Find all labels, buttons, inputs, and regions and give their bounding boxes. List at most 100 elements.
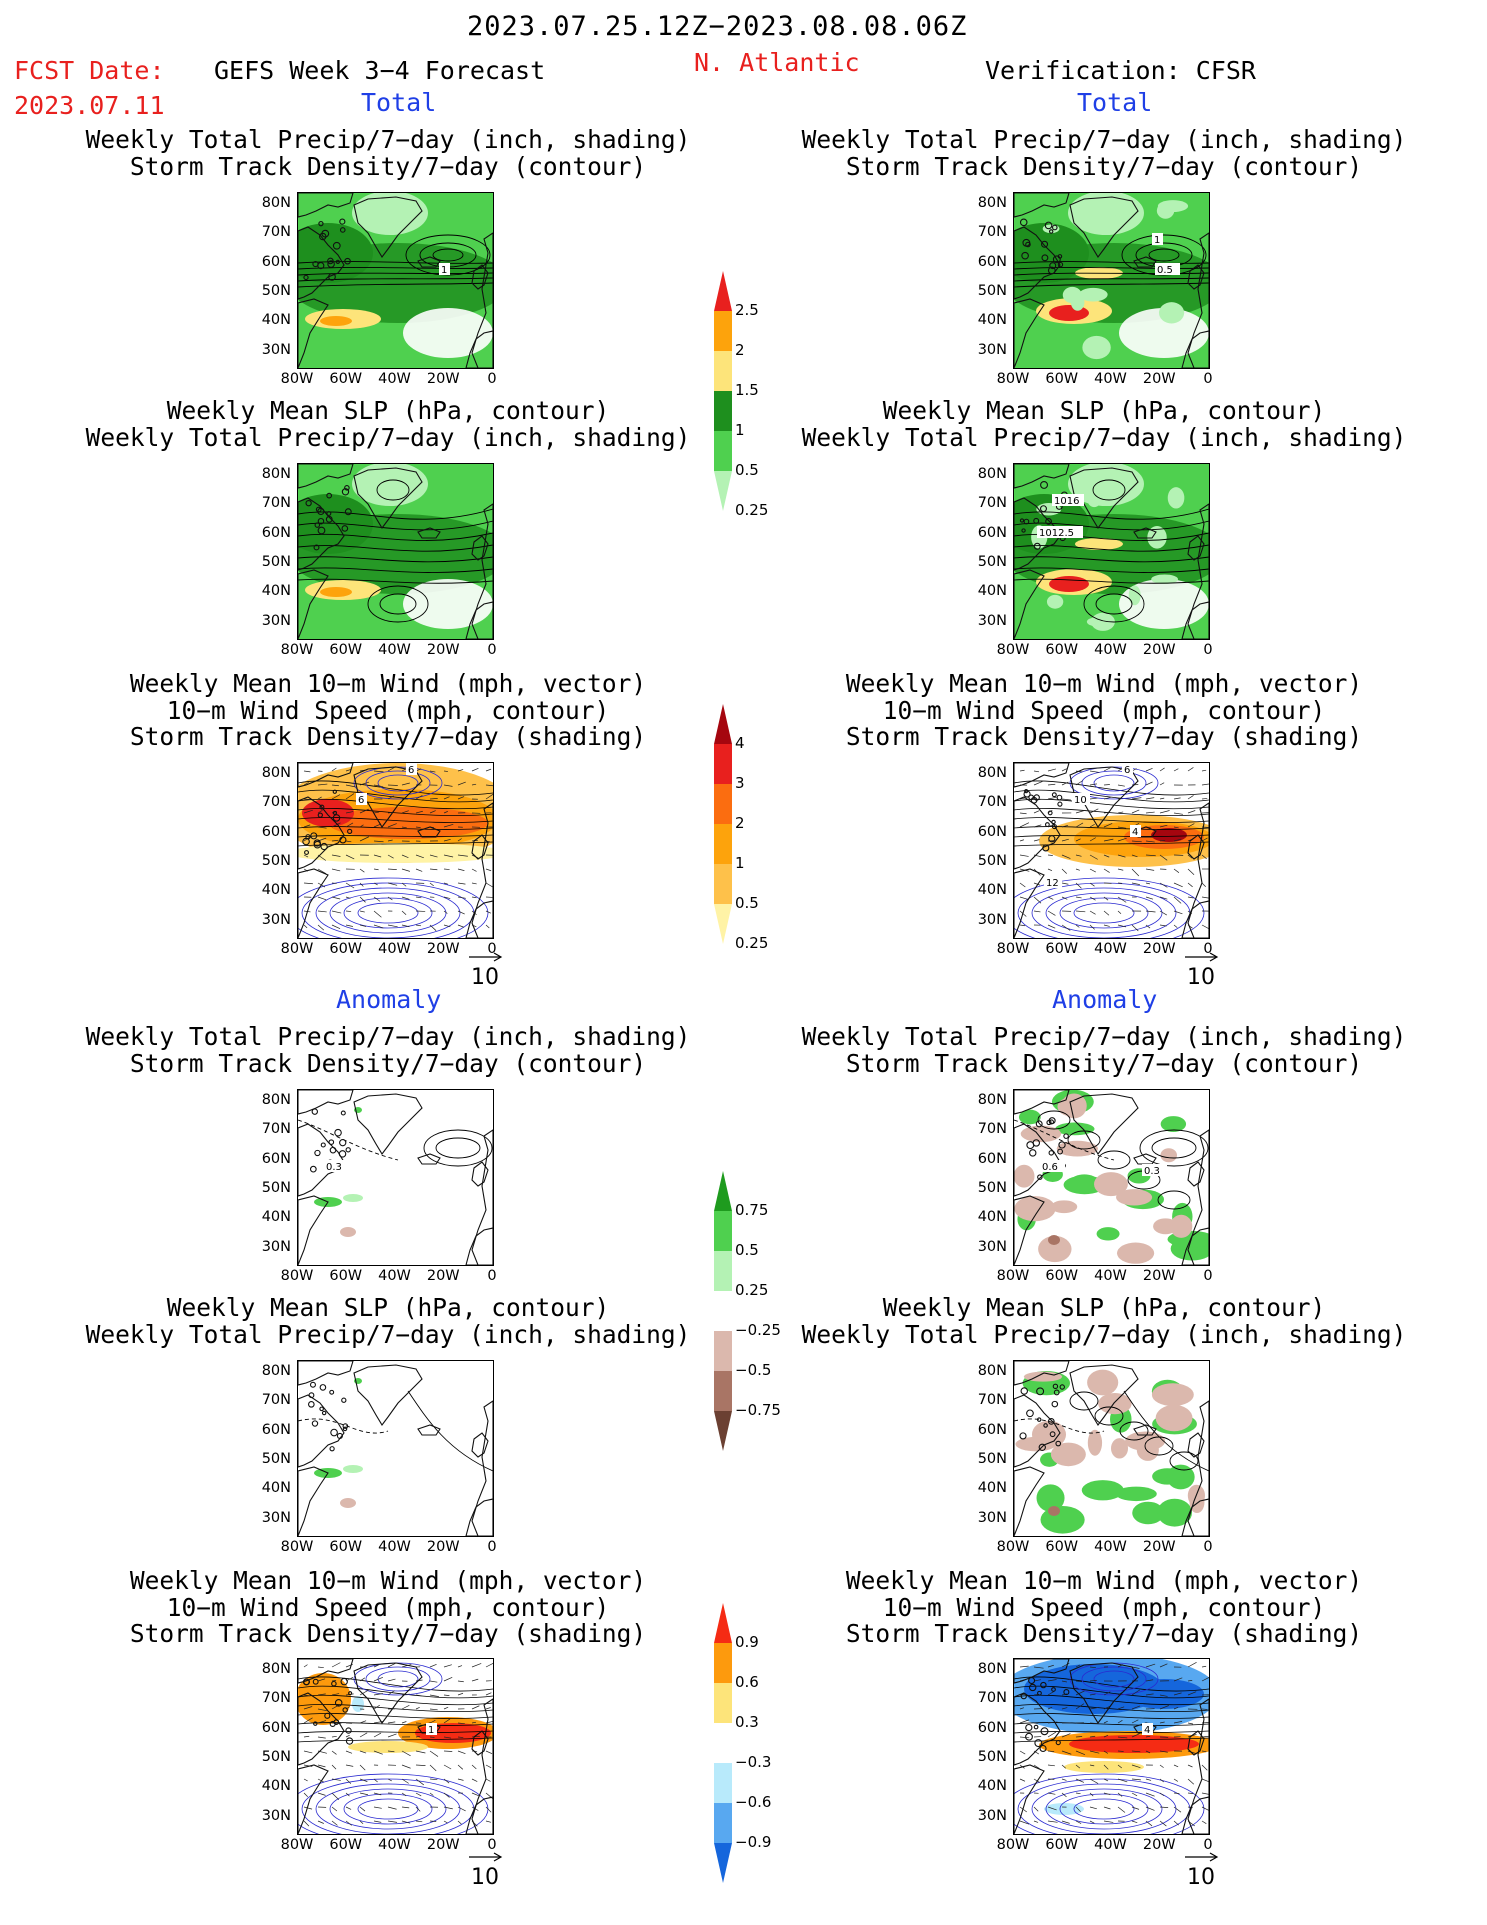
storm-anomaly-colorbar-label: −0.3 bbox=[735, 1753, 772, 1771]
ver-anom-wind-lat-label: 50N bbox=[977, 1748, 1007, 1765]
fc-total-wind-lat-label: 40N bbox=[261, 882, 291, 899]
ver-anom-slp-lat-label: 40N bbox=[977, 1480, 1007, 1497]
contour-label: 12 bbox=[1046, 878, 1059, 889]
ver-anom-storm-lat-label: 70N bbox=[977, 1121, 1007, 1138]
ver-total-slp-lat-label: 40N bbox=[977, 583, 1007, 600]
ver-anom-slp-plot bbox=[1014, 1361, 1209, 1536]
precip-anomaly-dry bbox=[1023, 1371, 1063, 1382]
precip-anomaly-dry bbox=[340, 1227, 356, 1237]
fc-anom-storm-lat-label: 40N bbox=[261, 1209, 291, 1226]
slp-contours bbox=[1014, 479, 1209, 623]
slp-anomaly-contours bbox=[1014, 1390, 1209, 1472]
reference-arrow-icon bbox=[469, 1852, 503, 1862]
ver-total-wind-lon-label: 20W bbox=[1142, 941, 1176, 957]
precip-shading-light bbox=[1156, 202, 1175, 219]
fc-total-slp-title-line-1: Weekly Mean SLP (hPa, contour) bbox=[166, 396, 610, 425]
fc-total-slp-lon-label: 40W bbox=[378, 642, 411, 658]
precip-total-colorbar-label: 1.5 bbox=[735, 381, 759, 399]
ver-anom-storm-title-line-2: Storm Track Density/7−day (contour) bbox=[845, 1048, 1363, 1078]
ver-anom-wind-lon-label: 40W bbox=[1094, 1837, 1127, 1853]
fc-anom-storm-plot: 0.3 bbox=[298, 1090, 493, 1265]
ver-total-slp-lat-label: 80N bbox=[977, 466, 1007, 482]
precip-anomaly-dry bbox=[1160, 1148, 1177, 1163]
contour-label: 6 bbox=[408, 765, 414, 776]
precip-anomaly-wet bbox=[1166, 1464, 1195, 1490]
coastline-outline bbox=[298, 1361, 493, 1536]
storm-anomaly-contours bbox=[1014, 1110, 1209, 1210]
ver-anom-storm-lon-label: 80W bbox=[996, 1268, 1030, 1284]
colorbar-swatch bbox=[714, 1803, 732, 1843]
colorbar-swatch bbox=[714, 864, 732, 904]
ver-total-storm-lat-label: 80N bbox=[977, 195, 1007, 211]
fc-anom-slp-lat-label: 80N bbox=[261, 1363, 291, 1379]
precip-anomaly-colorbar-label: 0.75 bbox=[735, 1201, 769, 1219]
coastline-outline bbox=[298, 464, 493, 639]
ver-total-slp-plot: 1016 1012.5 bbox=[1014, 464, 1209, 639]
precip-anomaly-wet bbox=[343, 1465, 363, 1473]
fc-anom-storm-title-line-1: Weekly Total Precip/7−day (inch, shading… bbox=[85, 1022, 691, 1051]
colorbar-swatch bbox=[714, 1843, 732, 1883]
storm-density-contours bbox=[1014, 234, 1209, 288]
coastline-outline bbox=[298, 1659, 493, 1834]
contour-label-bg bbox=[324, 1160, 349, 1172]
precip-anomaly-colorbar-label: −0.75 bbox=[735, 1401, 781, 1419]
colorbar-swatch bbox=[714, 471, 732, 511]
ver-total-storm-lat-label: 30N bbox=[977, 341, 1007, 358]
colorbar-swatch bbox=[714, 391, 732, 431]
ver-anom-wind-lat-label: 60N bbox=[977, 1719, 1007, 1736]
precip-anomaly-wet bbox=[1040, 1505, 1085, 1534]
precip-anomaly-dry bbox=[1038, 1235, 1072, 1263]
colorbar-swatch bbox=[714, 1171, 732, 1211]
ver-total-storm-lat-label: 50N bbox=[977, 282, 1007, 299]
ver-anom-slp-lat-label: 60N bbox=[977, 1421, 1007, 1438]
contour-label-bg bbox=[1040, 1160, 1065, 1172]
ver-total-wind-lat-label: 60N bbox=[977, 823, 1007, 840]
storm-total-colorbar-label: 1 bbox=[735, 854, 745, 872]
ver-anom-wind-lon-label: 80W bbox=[996, 1837, 1030, 1853]
ver-anom-slp-title-line-1: Weekly Mean SLP (hPa, contour) bbox=[882, 1293, 1326, 1322]
fc-total-slp-lat-label: 70N bbox=[261, 495, 291, 512]
storm-density-max bbox=[1151, 828, 1187, 842]
contour-label: 4 bbox=[1144, 1725, 1150, 1736]
storm-total-colorbar-label: 0.25 bbox=[735, 934, 769, 952]
wind-speed-contours bbox=[1014, 1676, 1209, 1743]
coastline-outline bbox=[1014, 1361, 1209, 1536]
colorbar-swatch bbox=[714, 744, 732, 784]
colorbar-swatch bbox=[714, 351, 732, 391]
ver-anom-storm-lat-label: 80N bbox=[977, 1092, 1007, 1108]
verification-label: Verification: CFSR bbox=[985, 56, 1256, 85]
fc-anom-wind-lat-label: 70N bbox=[261, 1690, 291, 1707]
storm-total-colorbar-swatches bbox=[714, 704, 732, 944]
precip-anomaly-dry bbox=[1050, 1200, 1078, 1214]
fc-total-slp-lon-label: 80W bbox=[280, 642, 314, 658]
precip-anomaly-dry bbox=[1087, 1369, 1119, 1396]
contour-label-bg bbox=[1072, 793, 1090, 805]
fc-total-storm-lon-label: 20W bbox=[426, 371, 460, 387]
anomaly-neutral bbox=[298, 1361, 493, 1536]
fc-anom-wind-lat-label: 40N bbox=[261, 1778, 291, 1795]
fc-anom-slp-lon-label: 60W bbox=[329, 1539, 363, 1555]
ver-total-label: Total bbox=[1077, 88, 1153, 117]
fc-anom-wind-reference-vector: 10 bbox=[467, 1844, 503, 1890]
fc-total-slp-lat-label: 40N bbox=[261, 583, 291, 600]
storm-anomaly-negative-strong bbox=[1024, 1664, 1164, 1714]
precip-anomaly-wet bbox=[1157, 1498, 1193, 1527]
precip-anomaly-colorbar bbox=[713, 1170, 733, 1456]
fc-total-wind-lon-label: 0 bbox=[487, 941, 497, 957]
precip-anomaly-dry bbox=[1014, 1164, 1035, 1188]
fc-anom-storm-title-line-2: Storm Track Density/7−day (contour) bbox=[129, 1048, 647, 1078]
precip-anomaly-wet bbox=[1132, 1501, 1165, 1525]
coastline-outline bbox=[1014, 1659, 1209, 1834]
colorbar-swatch bbox=[714, 1723, 732, 1763]
storm-anomaly-negative-weak bbox=[352, 1696, 364, 1712]
fc-anom-storm-lon-label: 40W bbox=[378, 1268, 411, 1284]
fc-anom-slp-plot bbox=[298, 1361, 493, 1536]
precip-anomaly-dry bbox=[1020, 1125, 1062, 1143]
colorbar-swatch bbox=[714, 1603, 732, 1643]
fc-anom-storm-lat-label: 30N bbox=[261, 1238, 291, 1255]
ver-total-wind-reference-vector: 10 bbox=[1183, 944, 1219, 990]
ver-total-slp-lat-label: 30N bbox=[977, 612, 1007, 629]
fc-anom-wind-lat-label: 50N bbox=[261, 1748, 291, 1765]
fc-anom-slp-map bbox=[297, 1360, 494, 1537]
colorbar-swatch bbox=[714, 1683, 732, 1723]
